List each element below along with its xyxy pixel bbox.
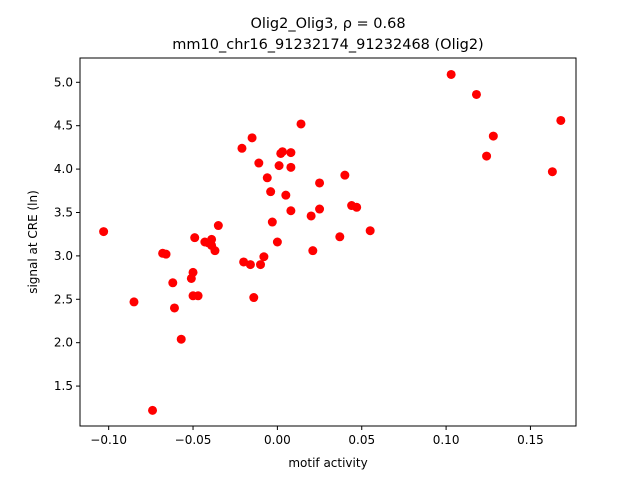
- data-point: [249, 293, 259, 303]
- data-point: [213, 221, 223, 231]
- data-point: [547, 167, 557, 177]
- data-point: [237, 143, 247, 153]
- y-axis-ticks: 1.5 2.0 2.5 3.0 3.5 4.0 4.5 5.0: [54, 75, 80, 393]
- data-point: [274, 161, 284, 171]
- x-tick-label: 0.10: [433, 433, 460, 447]
- data-point: [247, 133, 257, 143]
- x-axis-ticks: −0.10 −0.05 0.00 0.05 0.10 0.15: [90, 426, 544, 447]
- data-point: [352, 202, 362, 212]
- data-point: [190, 233, 200, 243]
- x-axis-label: motif activity: [288, 456, 367, 470]
- y-tick-label: 2.0: [54, 336, 73, 350]
- x-tick-label: −0.10: [90, 433, 127, 447]
- chart-title-line-1: Olig2_Olig3, ρ = 0.68: [250, 16, 405, 32]
- y-tick-label: 4.0: [54, 162, 73, 176]
- x-tick-label: 0.15: [517, 433, 544, 447]
- y-tick-label: 5.0: [54, 75, 73, 89]
- data-point: [365, 226, 375, 236]
- data-point: [340, 170, 350, 180]
- data-point: [556, 115, 566, 125]
- data-point: [308, 246, 318, 256]
- plot-frame: [79, 57, 577, 427]
- data-point: [272, 237, 282, 247]
- y-axis-label: signal at CRE (ln): [26, 190, 40, 294]
- data-point: [482, 151, 492, 161]
- y-tick-label: 3.0: [54, 249, 73, 263]
- x-tick-label: 0.00: [264, 433, 291, 447]
- data-point: [267, 217, 277, 227]
- data-point: [176, 334, 186, 344]
- data-point: [471, 89, 481, 99]
- data-point: [286, 148, 296, 158]
- data-point: [210, 246, 220, 256]
- x-tick-label: −0.05: [175, 433, 212, 447]
- y-tick-label: 3.5: [54, 205, 73, 219]
- data-point: [256, 260, 266, 270]
- y-tick-label: 1.5: [54, 379, 73, 393]
- data-point: [245, 260, 255, 270]
- data-point: [306, 211, 316, 221]
- data-point: [335, 232, 345, 242]
- y-tick-label: 4.5: [54, 119, 73, 133]
- data-point: [168, 278, 178, 288]
- data-point: [148, 405, 158, 415]
- data-points: [99, 69, 566, 415]
- data-point: [286, 206, 296, 216]
- data-point: [169, 303, 179, 313]
- data-point: [281, 190, 291, 200]
- data-point: [446, 69, 456, 79]
- data-point: [259, 252, 269, 262]
- data-point: [129, 297, 139, 307]
- data-point: [277, 147, 287, 157]
- data-point: [161, 249, 171, 259]
- data-point: [296, 119, 306, 129]
- data-point: [266, 187, 276, 197]
- data-point: [188, 267, 198, 277]
- data-point: [488, 131, 498, 141]
- data-point: [193, 291, 203, 301]
- data-point: [254, 158, 264, 168]
- data-point: [315, 204, 325, 214]
- data-point: [315, 178, 325, 188]
- chart-title-line-2: mm10_chr16_91232174_91232468 (Olig2): [172, 37, 483, 53]
- data-point: [286, 162, 296, 172]
- data-point: [262, 173, 272, 183]
- x-tick-label: 0.05: [348, 433, 375, 447]
- y-tick-label: 2.5: [54, 292, 73, 306]
- data-point: [239, 257, 249, 267]
- data-point: [99, 227, 109, 237]
